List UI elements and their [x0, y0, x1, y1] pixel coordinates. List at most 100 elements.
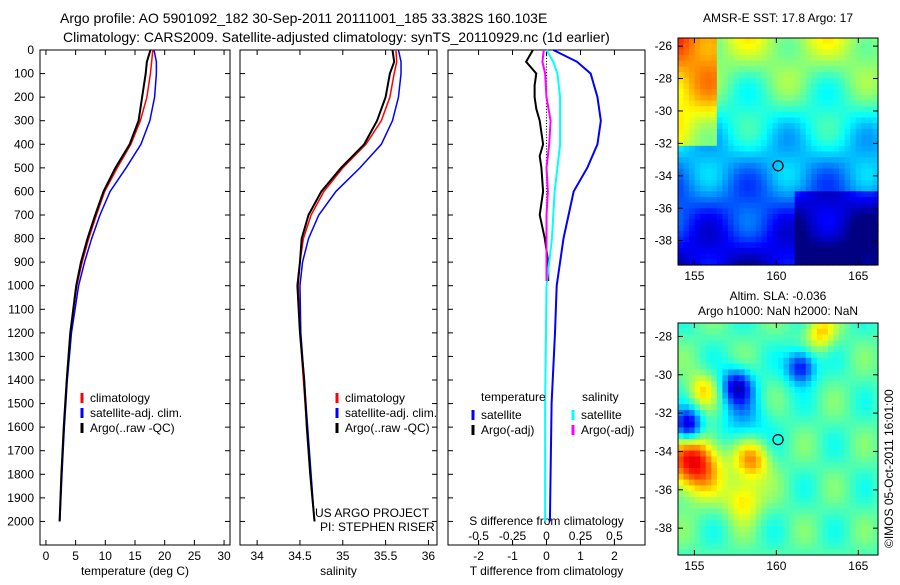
map-cell: [778, 179, 785, 187]
map-cell: [739, 334, 746, 341]
map-cell: [739, 213, 746, 221]
map-cell: [683, 49, 690, 56]
map-cell: [772, 128, 779, 136]
map-cell: [844, 100, 851, 107]
map-cell: [833, 202, 840, 209]
map-cell: [811, 128, 818, 136]
map-cell: [794, 89, 801, 96]
map-cell: [794, 427, 801, 434]
map-cell: [761, 196, 768, 204]
map-cell: [778, 323, 785, 330]
map-cell: [822, 196, 829, 204]
map-cell: [861, 456, 868, 463]
map-cell: [828, 219, 835, 226]
map-cell: [700, 526, 707, 533]
map-cell: [800, 134, 807, 141]
map-cell: [739, 352, 746, 359]
map-cell: [711, 230, 718, 238]
map-cell: [789, 357, 796, 365]
map-cell: [766, 450, 774, 457]
legend-label: Argo(-adj): [481, 423, 534, 437]
map-cell: [716, 468, 724, 475]
map-cell: [761, 531, 768, 539]
map-cell: [833, 157, 840, 164]
map-cell: [733, 225, 740, 232]
map-cell: [694, 77, 701, 84]
map-cell: [694, 537, 701, 544]
map-cell: [811, 60, 818, 67]
map-cell: [739, 439, 746, 446]
map-cell: [728, 185, 735, 192]
map-cell: [789, 162, 796, 170]
map-cell: [816, 439, 824, 446]
map-cell: [689, 72, 696, 79]
map-cell: [839, 202, 846, 209]
map-cell: [722, 392, 729, 399]
map-cell: [750, 433, 757, 440]
map-cell: [800, 439, 807, 446]
map-cell: [805, 185, 812, 192]
map-cell: [833, 363, 840, 370]
map-cell: [766, 162, 774, 170]
map-cell: [811, 473, 818, 481]
map-cell: [755, 145, 762, 153]
map-cell: [783, 208, 790, 215]
map-cell: [772, 421, 779, 428]
map-cell: [828, 508, 835, 515]
map-cell: [744, 328, 751, 336]
map-cell: [772, 66, 779, 73]
map-cell: [850, 473, 857, 481]
map-cell: [789, 106, 796, 113]
map-cell: [778, 375, 785, 382]
map-cell: [766, 123, 774, 130]
map-cell: [728, 123, 735, 130]
map-cell: [822, 128, 829, 136]
map-cell: [783, 191, 790, 198]
map-cell: [750, 444, 757, 452]
map-cell: [805, 381, 812, 388]
map-cell: [683, 128, 690, 136]
map-cell: [772, 123, 779, 130]
map-cell: [750, 369, 757, 376]
map-cell: [800, 89, 807, 96]
map-cell: [694, 375, 701, 382]
map-cell: [739, 168, 746, 175]
map-cell: [822, 404, 829, 411]
map-cell: [755, 38, 762, 45]
map-cell: [861, 43, 868, 50]
map-cell: [833, 485, 840, 492]
map-cell: [850, 357, 857, 365]
map-cell: [789, 55, 796, 62]
map-cell: [728, 439, 735, 446]
map-cell: [689, 185, 696, 192]
map-cell: [778, 398, 785, 405]
map-cell: [728, 213, 735, 221]
x-tick-label: 20: [158, 549, 172, 563]
map-cell: [861, 202, 868, 209]
map-cell: [822, 43, 829, 50]
map-cell: [816, 123, 824, 130]
map-cell: [850, 352, 857, 359]
map-cell: [828, 179, 835, 187]
map-cell: [783, 174, 790, 181]
map-cell: [744, 191, 751, 198]
map-cell: [772, 334, 779, 341]
map-cell: [844, 174, 851, 181]
map-cell: [866, 179, 874, 187]
map-cell: [755, 352, 762, 359]
map-cell: [678, 230, 685, 238]
map-cell: [855, 537, 862, 544]
map-cell: [800, 117, 807, 124]
map-cell: [850, 369, 857, 376]
map-cell: [872, 196, 879, 204]
map-cell: [872, 111, 879, 119]
map-cell: [683, 253, 690, 260]
map-cell: [678, 468, 685, 475]
map-cell: [689, 225, 696, 232]
map-cell: [705, 89, 712, 96]
map-cell: [805, 508, 812, 515]
map-cell: [683, 398, 690, 405]
map-cell: [683, 162, 690, 170]
map-cell: [828, 100, 835, 107]
map-cell: [694, 219, 701, 226]
